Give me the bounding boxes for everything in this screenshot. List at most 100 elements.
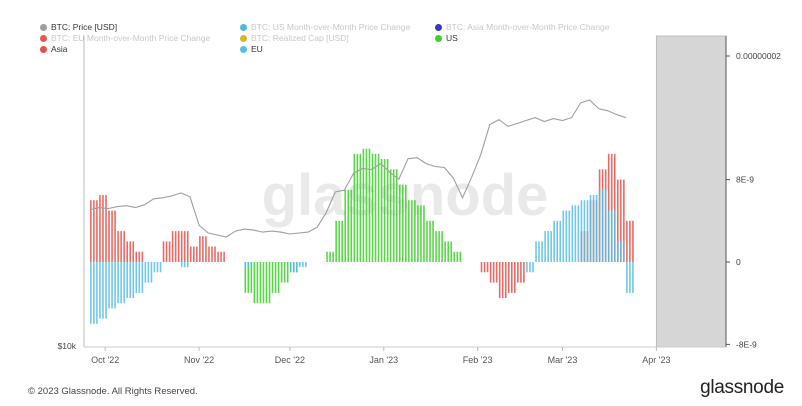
- bar-eu: [244, 262, 247, 268]
- bar-asia: [517, 262, 519, 283]
- legend-item[interactable]: BTC: Asia Month-over-Month Price Change: [435, 22, 609, 32]
- bar-us: [398, 184, 401, 262]
- bar-eu: [535, 241, 537, 262]
- bar-asia: [223, 251, 225, 262]
- bar-asia: [117, 231, 119, 262]
- bar-eu: [553, 220, 555, 262]
- bar-eu: [550, 231, 552, 262]
- bar-eu: [595, 195, 598, 262]
- bar-eu: [562, 210, 565, 262]
- bar-eu: [90, 262, 92, 324]
- legend-swatch: [240, 23, 247, 31]
- bar-us: [253, 262, 256, 304]
- legend-swatch: [435, 34, 442, 42]
- bar-eu: [626, 262, 628, 293]
- bar-asia: [168, 241, 171, 262]
- bar-us: [411, 200, 413, 262]
- bar-us: [426, 220, 428, 262]
- bar-eu: [289, 262, 292, 273]
- bar-eu: [559, 220, 562, 262]
- legend-swatch: [40, 23, 47, 31]
- bar-asia: [217, 251, 219, 262]
- bar-eu: [180, 262, 183, 268]
- bar-us: [423, 205, 425, 262]
- bar-eu: [547, 231, 549, 262]
- y-left-tick-label: $10k: [58, 341, 77, 351]
- x-tick-label: Mar '23: [548, 355, 578, 365]
- bar-asia: [510, 262, 513, 293]
- bar-asia: [177, 231, 180, 262]
- bar-us: [389, 169, 392, 262]
- legend-item[interactable]: BTC: Realized Cap [USD]: [240, 33, 349, 43]
- bar-asia: [610, 153, 613, 262]
- bar-eu: [247, 262, 250, 268]
- bar-eu: [108, 262, 110, 309]
- bar-eu: [616, 241, 619, 262]
- bar-us: [420, 205, 422, 262]
- bar-us: [401, 184, 404, 262]
- bar-us: [250, 262, 253, 293]
- bar-eu: [144, 262, 147, 283]
- bar-asia: [99, 195, 101, 262]
- bar-us: [414, 200, 416, 262]
- legend-item[interactable]: EU: [240, 44, 263, 54]
- bar-asia: [135, 251, 138, 262]
- bar-eu: [153, 262, 156, 273]
- bar-eu: [111, 262, 113, 309]
- bar-us: [374, 153, 377, 262]
- bar-asia: [108, 210, 110, 262]
- bar-eu: [541, 241, 543, 262]
- bar-asia: [162, 241, 165, 262]
- legend-item[interactable]: BTC: US Month-over-Month Price Change: [240, 22, 410, 32]
- bar-asia: [199, 236, 201, 262]
- bar-us: [444, 241, 446, 262]
- bar-eu: [132, 262, 135, 299]
- legend-label: BTC: Realized Cap [USD]: [251, 33, 349, 43]
- bar-eu: [529, 262, 531, 273]
- legend-label: US: [446, 33, 458, 43]
- bar-us: [283, 262, 286, 283]
- legend-label: EU: [251, 44, 263, 54]
- bar-asia: [495, 262, 498, 283]
- bar-us: [429, 220, 431, 262]
- bar-eu: [607, 210, 610, 262]
- bar-us: [259, 262, 262, 304]
- bar-eu: [295, 262, 298, 273]
- bar-us: [405, 184, 407, 262]
- y-right-tick-label: 0: [736, 257, 741, 267]
- bar-asia: [202, 236, 204, 262]
- bar-eu: [105, 262, 107, 319]
- bar-asia: [126, 241, 128, 262]
- bar-eu: [93, 262, 95, 324]
- bar-us: [335, 220, 337, 262]
- bar-eu: [526, 262, 528, 273]
- bar-eu: [629, 262, 631, 293]
- bar-us: [329, 251, 331, 262]
- bar-eu: [114, 262, 116, 309]
- legend-label: BTC: Price [USD]: [51, 22, 118, 32]
- bar-us: [244, 262, 247, 293]
- legend-item[interactable]: BTC: Price [USD]: [40, 22, 117, 32]
- bar-asia: [120, 231, 122, 262]
- bar-asia: [96, 200, 98, 262]
- legend-item[interactable]: BTC: EU Month-over-Month Price Change: [40, 33, 210, 43]
- bar-eu: [102, 262, 104, 319]
- bar-asia: [111, 210, 113, 262]
- bar-asia: [90, 200, 92, 262]
- footer-brand-logo: glassnode: [700, 377, 784, 398]
- legend-item[interactable]: Asia: [40, 44, 68, 54]
- bar-eu: [589, 195, 592, 262]
- bar-us: [450, 241, 453, 262]
- highlight-region: [655, 35, 727, 348]
- bar-eu: [159, 262, 162, 273]
- bar-asia: [183, 231, 186, 262]
- bar-asia: [186, 231, 189, 262]
- bar-asia: [483, 262, 486, 273]
- bar-asia: [632, 220, 634, 262]
- bar-us: [344, 189, 347, 262]
- bar-eu: [138, 262, 141, 293]
- bar-eu: [120, 262, 122, 304]
- legend-swatch: [40, 34, 47, 42]
- bar-us: [359, 153, 362, 262]
- legend-item[interactable]: US: [435, 33, 458, 43]
